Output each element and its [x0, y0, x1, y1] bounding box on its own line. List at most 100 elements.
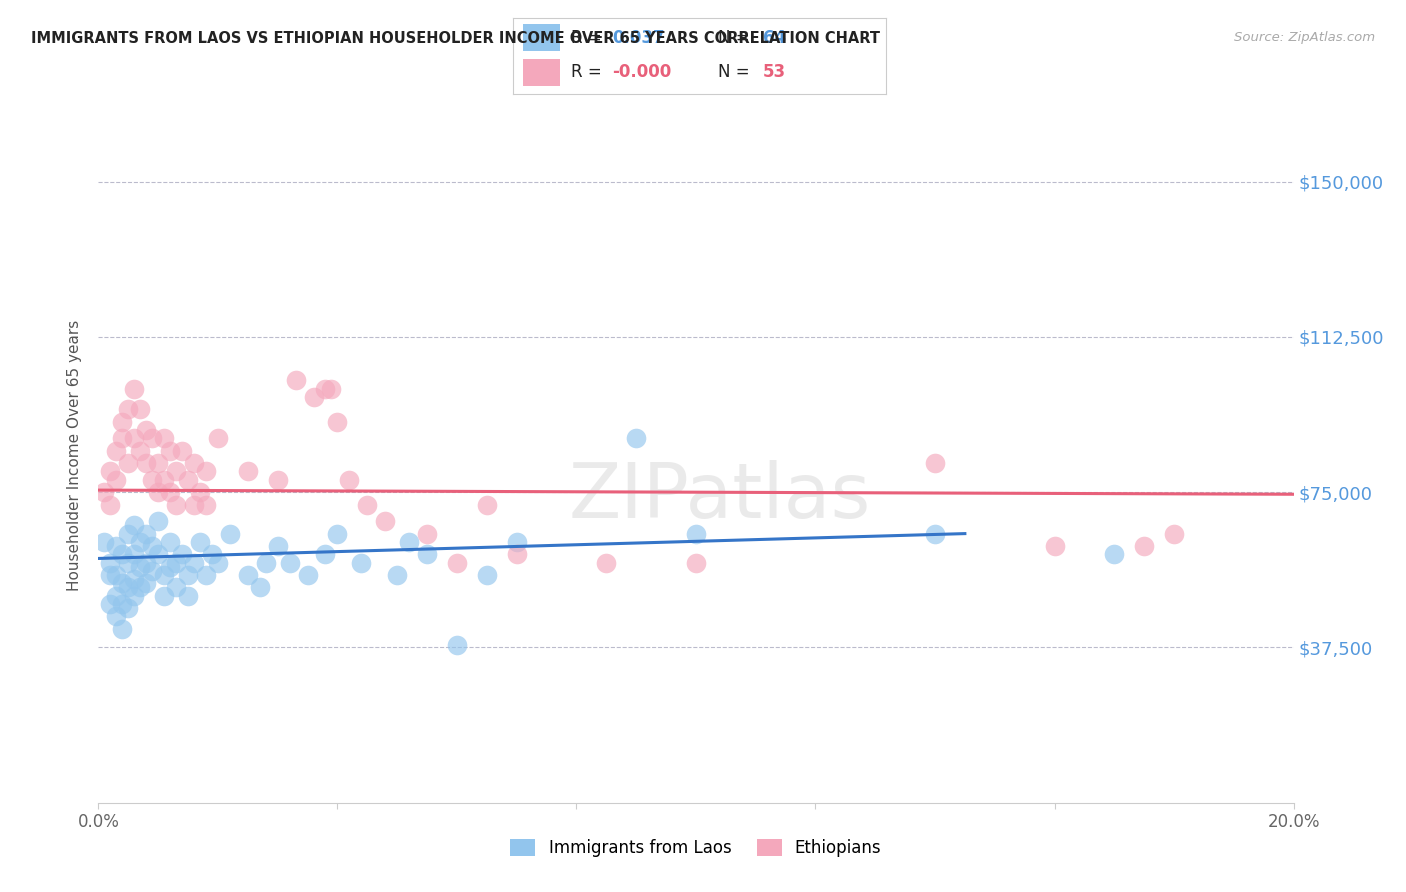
- Point: [141, 473, 163, 487]
- Legend: Immigrants from Laos, Ethiopians: Immigrants from Laos, Ethiopians: [503, 832, 889, 864]
- Point: [315, 547, 337, 561]
- Point: [135, 526, 157, 541]
- Point: [1043, 539, 1066, 553]
- Point: [111, 415, 134, 429]
- Point: [475, 568, 498, 582]
- Point: [93, 534, 115, 549]
- Point: [183, 556, 205, 570]
- Point: [105, 473, 128, 487]
- Point: [219, 526, 242, 541]
- Point: [201, 547, 224, 561]
- Point: [129, 559, 152, 574]
- Text: IMMIGRANTS FROM LAOS VS ETHIOPIAN HOUSEHOLDER INCOME OVER 65 YEARS CORRELATION C: IMMIGRANTS FROM LAOS VS ETHIOPIAN HOUSEH…: [31, 31, 880, 46]
- Point: [685, 556, 707, 570]
- Point: [195, 465, 218, 479]
- Point: [475, 498, 498, 512]
- Point: [195, 568, 218, 582]
- Point: [129, 534, 152, 549]
- Point: [124, 382, 146, 396]
- Point: [165, 581, 187, 595]
- Point: [159, 485, 181, 500]
- Point: [148, 514, 170, 528]
- Point: [254, 556, 277, 570]
- Point: [924, 456, 946, 470]
- Point: [1104, 547, 1126, 561]
- Point: [111, 576, 134, 591]
- Point: [177, 589, 200, 603]
- Point: [111, 547, 134, 561]
- Point: [416, 526, 439, 541]
- Point: [105, 568, 128, 582]
- Point: [326, 526, 349, 541]
- Point: [195, 498, 218, 512]
- Point: [172, 547, 194, 561]
- Point: [105, 589, 128, 603]
- Point: [159, 443, 181, 458]
- Point: [98, 465, 122, 479]
- Point: [350, 556, 373, 570]
- Point: [117, 601, 139, 615]
- Text: 64: 64: [763, 29, 786, 46]
- Point: [111, 597, 134, 611]
- Point: [297, 568, 319, 582]
- Point: [506, 534, 529, 549]
- Point: [446, 639, 468, 653]
- Point: [141, 431, 163, 445]
- Point: [1133, 539, 1156, 553]
- Point: [188, 534, 211, 549]
- Point: [159, 534, 181, 549]
- Point: [148, 485, 170, 500]
- Point: [141, 539, 163, 553]
- Point: [159, 559, 181, 574]
- Point: [446, 556, 468, 570]
- Point: [183, 456, 205, 470]
- Text: ZIPatlas: ZIPatlas: [568, 459, 872, 533]
- Point: [148, 456, 170, 470]
- Point: [207, 556, 229, 570]
- Point: [105, 539, 128, 553]
- Point: [339, 473, 361, 487]
- Point: [111, 431, 134, 445]
- Point: [1163, 526, 1185, 541]
- Point: [98, 556, 122, 570]
- Point: [165, 498, 187, 512]
- Point: [124, 589, 146, 603]
- Point: [172, 443, 194, 458]
- Point: [236, 568, 259, 582]
- Text: N =: N =: [718, 63, 755, 81]
- Text: R =: R =: [571, 29, 607, 46]
- Bar: [523, 24, 560, 51]
- Point: [278, 556, 301, 570]
- Point: [117, 402, 139, 417]
- Point: [267, 473, 290, 487]
- Text: -0.000: -0.000: [612, 63, 671, 81]
- Point: [124, 431, 146, 445]
- Y-axis label: Householder Income Over 65 years: Householder Income Over 65 years: [67, 319, 83, 591]
- Point: [284, 373, 307, 387]
- Point: [135, 456, 157, 470]
- Point: [124, 572, 146, 586]
- Point: [153, 589, 176, 603]
- Point: [177, 568, 200, 582]
- Point: [249, 581, 271, 595]
- Point: [135, 576, 157, 591]
- Point: [148, 547, 170, 561]
- Point: [111, 622, 134, 636]
- Point: [326, 415, 349, 429]
- Point: [124, 547, 146, 561]
- Point: [315, 382, 337, 396]
- Text: N =: N =: [718, 29, 755, 46]
- Point: [98, 568, 122, 582]
- Point: [165, 465, 187, 479]
- Point: [98, 597, 122, 611]
- Point: [183, 498, 205, 512]
- Point: [153, 473, 176, 487]
- Point: [385, 568, 409, 582]
- Point: [129, 402, 152, 417]
- Point: [117, 556, 139, 570]
- Point: [207, 431, 229, 445]
- Point: [626, 431, 648, 445]
- Point: [188, 485, 211, 500]
- Point: [105, 609, 128, 624]
- Point: [129, 443, 152, 458]
